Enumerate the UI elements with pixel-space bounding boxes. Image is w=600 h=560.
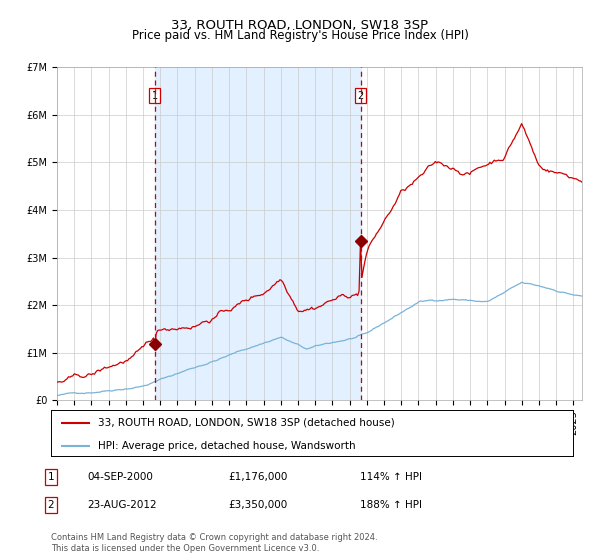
Text: Price paid vs. HM Land Registry's House Price Index (HPI): Price paid vs. HM Land Registry's House … xyxy=(131,29,469,42)
Text: 114% ↑ HPI: 114% ↑ HPI xyxy=(360,472,422,482)
Text: 1: 1 xyxy=(152,91,158,101)
Text: 1: 1 xyxy=(47,472,55,482)
Text: 04-SEP-2000: 04-SEP-2000 xyxy=(87,472,153,482)
Text: 33, ROUTH ROAD, LONDON, SW18 3SP: 33, ROUTH ROAD, LONDON, SW18 3SP xyxy=(172,19,428,32)
Text: 33, ROUTH ROAD, LONDON, SW18 3SP (detached house): 33, ROUTH ROAD, LONDON, SW18 3SP (detach… xyxy=(98,418,395,428)
Text: 188% ↑ HPI: 188% ↑ HPI xyxy=(360,500,422,510)
Text: 2: 2 xyxy=(47,500,55,510)
Text: Contains HM Land Registry data © Crown copyright and database right 2024.
This d: Contains HM Land Registry data © Crown c… xyxy=(51,533,377,553)
Text: £1,176,000: £1,176,000 xyxy=(228,472,287,482)
Text: £3,350,000: £3,350,000 xyxy=(228,500,287,510)
Text: HPI: Average price, detached house, Wandsworth: HPI: Average price, detached house, Wand… xyxy=(98,441,356,451)
Text: 23-AUG-2012: 23-AUG-2012 xyxy=(87,500,157,510)
Bar xyxy=(155,67,361,400)
Text: 2: 2 xyxy=(358,91,364,101)
